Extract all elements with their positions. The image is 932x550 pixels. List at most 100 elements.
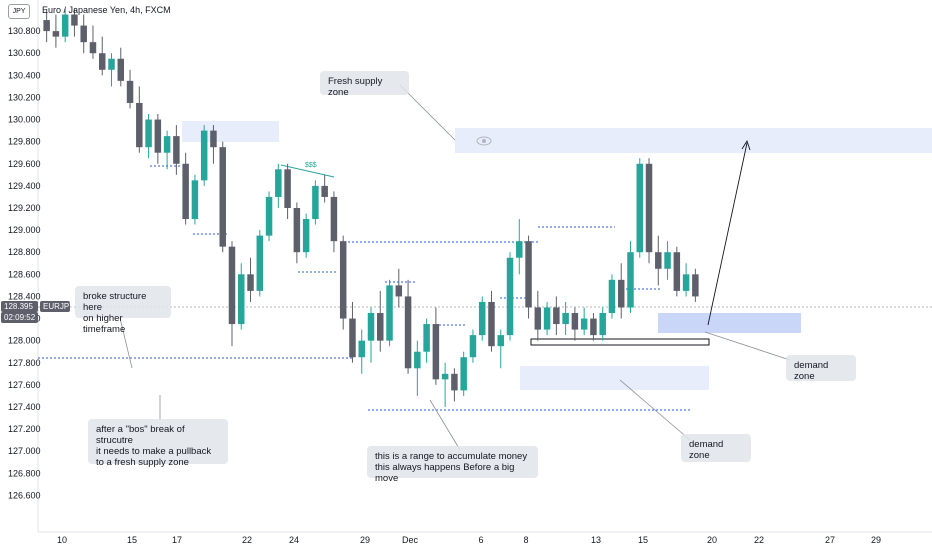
time-tick-label: Dec <box>402 535 419 545</box>
time-tick-label: 15 <box>127 535 137 545</box>
price-tick-label: 128.600 <box>8 269 41 279</box>
candle-up <box>108 58 115 70</box>
structure-lines <box>38 165 690 411</box>
demand-zone-note-2[interactable]: demand zone <box>681 434 751 462</box>
candle-down <box>617 279 625 308</box>
price-tick-label: 128.000 <box>8 336 41 346</box>
candle-up <box>627 252 634 308</box>
supply-zone-fresh[interactable] <box>455 128 932 153</box>
candle-up <box>506 257 514 336</box>
demand-zone-note-1[interactable]: demand zone <box>786 355 856 382</box>
symbol-tag: EURJPY <box>40 301 75 312</box>
candle-down <box>228 246 236 325</box>
price-tick-label: 130.200 <box>8 92 41 102</box>
time-axis: 10 15 17 22 24 29 Dec 6 8 13 15 20 22 27 29 <box>57 535 881 545</box>
candle-up <box>441 373 449 380</box>
candle-up <box>358 340 365 358</box>
candle-down <box>136 102 143 148</box>
candle-down <box>182 163 189 220</box>
eye-icon[interactable] <box>476 136 492 146</box>
candle-up <box>238 274 245 325</box>
price-tick-label: 127.800 <box>8 358 41 368</box>
candle-down <box>330 196 338 242</box>
candle-up <box>608 279 616 314</box>
time-tick-label: 15 <box>638 535 648 545</box>
candle-up <box>312 185 319 220</box>
price-tick-label: 130.400 <box>8 70 41 80</box>
price-axis: 130.800 130.600 130.400 130.200 130.000 129.8… <box>8 26 41 500</box>
candle-up <box>200 130 208 181</box>
broke-structure-note[interactable]: broke structure here on higher timeframe <box>75 286 171 335</box>
annotation-pointers <box>119 84 791 451</box>
candle-up <box>414 351 421 369</box>
arrow-head-icon <box>741 139 751 151</box>
candle-down <box>89 42 97 54</box>
time-tick-label: 22 <box>242 535 252 545</box>
demand-zone-upper[interactable] <box>658 313 801 333</box>
candle-down <box>284 169 291 208</box>
projection-arrow <box>707 142 748 326</box>
candle-up <box>664 252 671 269</box>
time-tick-label: 22 <box>754 535 764 545</box>
price-tick-label: 129.000 <box>8 225 41 235</box>
candle-up <box>478 301 486 336</box>
candle-down <box>488 301 495 347</box>
candle-up <box>543 307 551 330</box>
price-tick-label: 129.800 <box>8 137 41 147</box>
time-tick-label: 17 <box>172 535 182 545</box>
bos-note[interactable]: after a "bos" break of strucutre it need… <box>88 419 228 468</box>
candle-down <box>247 274 254 291</box>
candle-up <box>275 169 282 197</box>
candle-down <box>590 318 597 336</box>
price-tick-label: 130.600 <box>8 48 41 58</box>
time-tick-label: 27 <box>825 535 835 545</box>
candle-down <box>377 313 384 341</box>
candle-up <box>256 235 264 291</box>
candle-up <box>580 318 588 330</box>
candle-up <box>682 274 690 291</box>
price-tick-label: 129.400 <box>8 181 41 191</box>
price-tick-label: 128.400 <box>8 291 41 301</box>
price-tick-label: 127.000 <box>8 446 41 456</box>
candle-down <box>293 207 301 253</box>
time-tick-label: 13 <box>591 535 601 545</box>
candle-down <box>404 296 412 369</box>
price-tick-label: 126.800 <box>8 468 41 478</box>
demand-zone-lower[interactable] <box>520 366 709 390</box>
fresh-supply-note[interactable]: Fresh supply zone <box>320 71 409 98</box>
candle-up <box>423 324 430 352</box>
candle-down <box>349 318 356 358</box>
candle-up <box>497 335 504 347</box>
currency-badge[interactable]: JPY <box>8 4 30 19</box>
candle-down <box>154 119 162 153</box>
range-note[interactable]: this is a range to accumulate money this… <box>367 446 538 484</box>
candle-up <box>516 241 523 258</box>
candle-up <box>302 219 310 253</box>
chart-title: Euro / Japanese Yen, 4h, FXCM <box>42 5 171 15</box>
time-tick-label: 29 <box>871 535 881 545</box>
candle-down <box>126 80 134 103</box>
current-price-tag: 128.395 <box>1 301 38 312</box>
candle-down <box>219 147 226 247</box>
candle-down <box>80 25 87 43</box>
candle-up <box>265 196 273 236</box>
candle-down <box>645 163 653 253</box>
candle-down <box>571 313 579 330</box>
candle-down <box>692 274 699 297</box>
price-tick-label: 127.200 <box>8 424 41 434</box>
candle-down <box>210 130 217 148</box>
price-tick-label: 126.600 <box>8 490 41 500</box>
candle-down <box>655 252 662 269</box>
range-box[interactable] <box>530 338 710 346</box>
price-tick-label: 129.200 <box>8 203 41 213</box>
candle-up <box>460 357 467 391</box>
price-tick-label: 127.600 <box>8 380 41 390</box>
candle-down <box>553 307 560 325</box>
candle-up <box>61 14 69 37</box>
candle-up <box>163 136 171 153</box>
supply-zone-left[interactable] <box>182 121 279 142</box>
price-tick-label: 130.000 <box>8 115 41 125</box>
time-tick-label: 10 <box>57 535 67 545</box>
candle-up <box>145 119 152 148</box>
candle-down <box>52 31 60 37</box>
